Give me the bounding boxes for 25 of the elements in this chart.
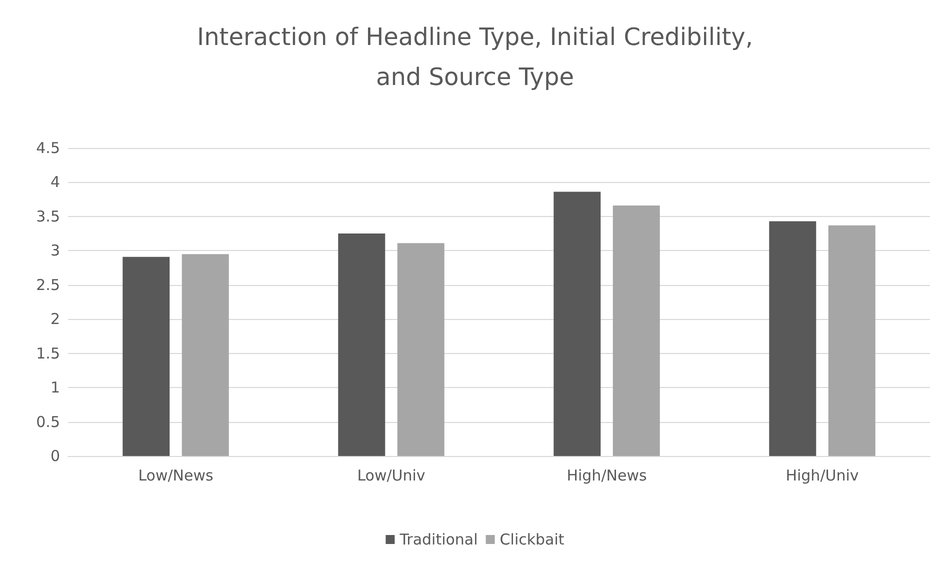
x-tick-label: Low/Univ [357,466,426,484]
bar [612,205,660,456]
y-tick-label: 2.5 [36,276,60,294]
y-tick-label: 4 [50,173,60,192]
y-tick-label: 2 [50,310,60,328]
y-tick-label: 0 [50,447,60,465]
chart-title: Interaction of Headline Type, Initial Credibility, and Source Type [197,23,753,91]
bar [828,225,876,456]
legend-label: Clickbait [500,530,564,548]
bar [338,234,386,456]
y-tick-label: 3 [50,242,60,260]
x-tick-label: High/News [566,466,647,484]
y-tick-label: 4.5 [36,139,60,157]
bar [397,243,444,456]
bar [182,254,229,456]
y-tick-label: 1.5 [36,344,60,362]
bar [769,221,816,456]
bar [122,256,170,456]
y-tick-label: 0.5 [36,412,60,431]
x-tick-label: High/Univ [786,466,859,484]
legend-label: Traditional [398,530,478,548]
y-tick-label: 1 [50,378,60,397]
y-tick-label: 3.5 [36,207,60,226]
bar [554,192,601,456]
x-tick-label: Low/News [138,466,214,484]
